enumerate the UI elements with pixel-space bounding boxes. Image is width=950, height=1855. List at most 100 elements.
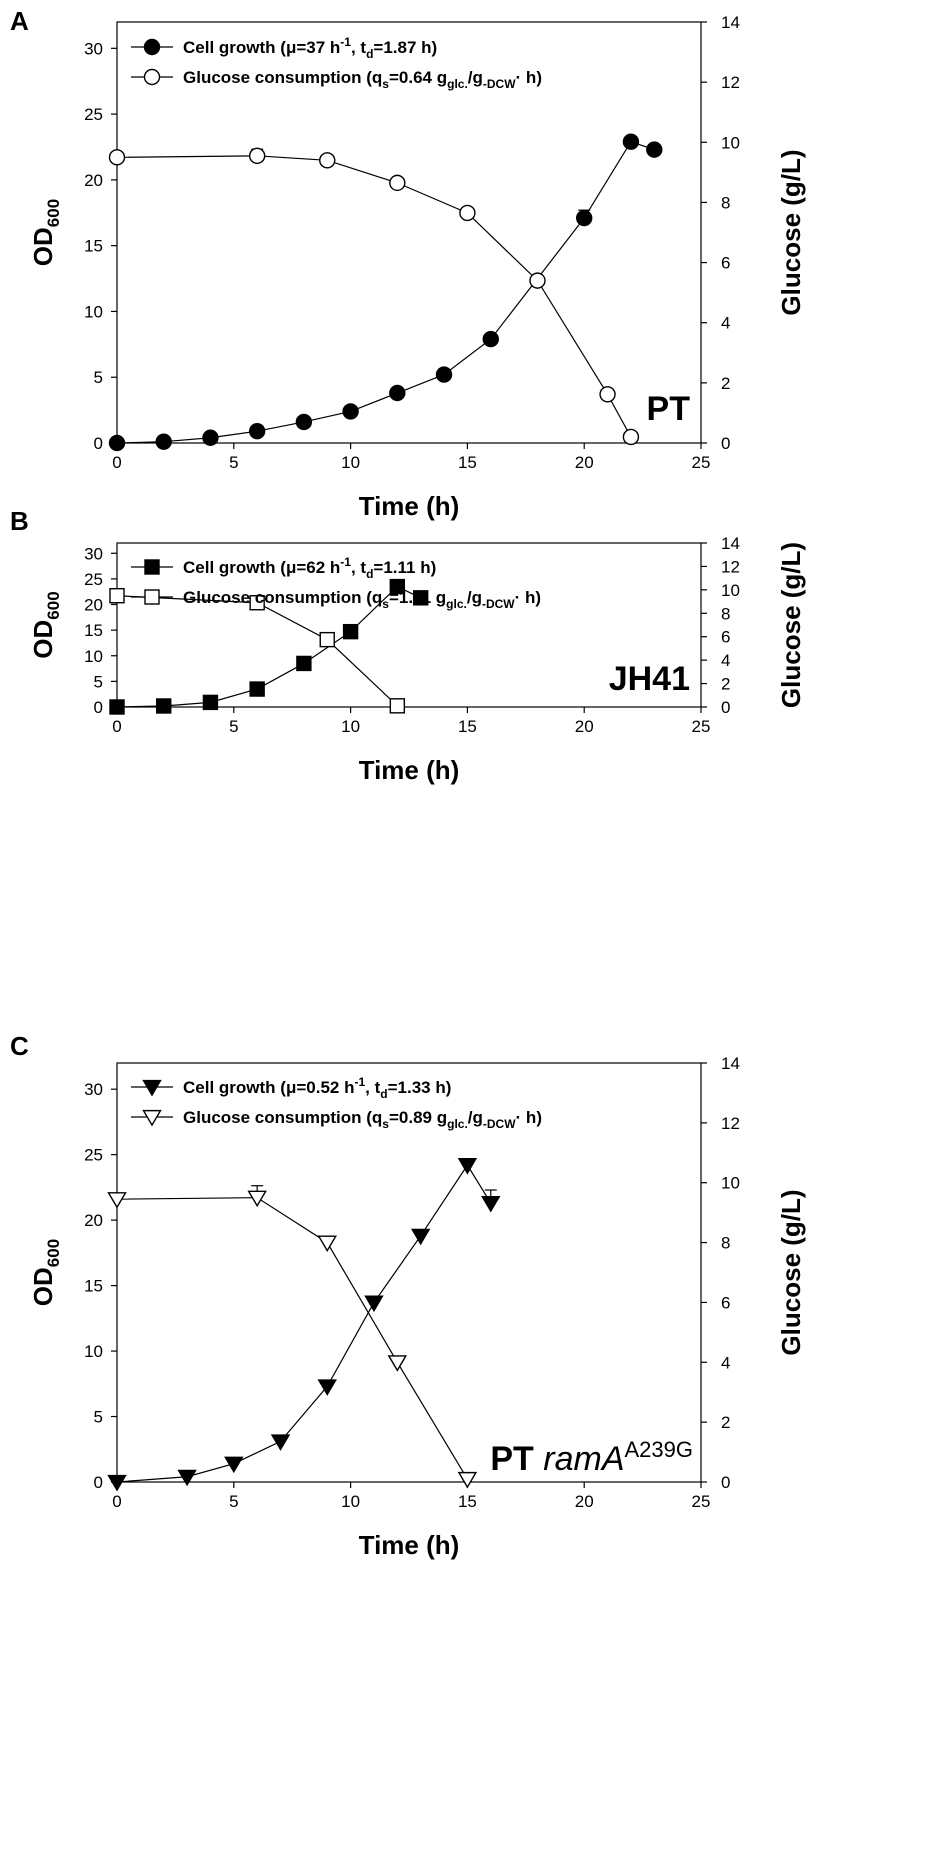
data-point: [387, 1355, 408, 1372]
data-point: [622, 428, 640, 446]
legend-subscript: glc.: [446, 597, 467, 611]
legend-text-part: =1.87 h): [373, 38, 437, 57]
legend-text-part: /g: [468, 68, 483, 87]
y2-tick-label: 8: [721, 604, 730, 623]
series-line: [116, 585, 421, 708]
series-line: [116, 1164, 492, 1483]
data-point: [319, 631, 335, 648]
y-tick-label: 30: [84, 39, 103, 58]
y2-axis-title: Glucose (g/L): [776, 542, 806, 708]
data-point: [107, 1474, 127, 1492]
y-axis-title-subscript: 600: [44, 1239, 63, 1267]
legend-subscript: glc.: [447, 77, 468, 91]
y2-tick-label: 0: [721, 1473, 730, 1492]
plot-frame: [116, 542, 702, 708]
data-point: [249, 681, 265, 697]
y-axis-title: OD600: [28, 199, 63, 266]
y-tick-label: 20: [84, 171, 103, 190]
x-tick-label: 10: [341, 453, 360, 472]
data-point: [364, 1295, 384, 1313]
x-tick-label: 0: [112, 453, 121, 472]
data-point: [389, 698, 406, 714]
y2-tick-label: 4: [721, 1353, 730, 1372]
strain-label-main: PT: [490, 1440, 543, 1478]
data-point: [389, 384, 406, 402]
series-cell-growth: [108, 133, 663, 452]
y-axis-title-main: OD: [28, 620, 58, 659]
legend-marker: [143, 38, 161, 56]
y2-tick-label: 0: [721, 434, 730, 453]
strain-label-main: PT: [647, 390, 691, 428]
legend-entry: Glucose consumption (qs=0.64 gglc./g-DCW…: [183, 68, 542, 91]
y-tick-label: 25: [84, 105, 103, 124]
legend-text-part: Glucose consumption (q: [183, 588, 382, 607]
data-point: [202, 429, 219, 446]
legend-text-part: =1.11 g: [389, 588, 446, 607]
y2-tick-label: 6: [721, 628, 730, 647]
y2-axis-title: Glucose (g/L): [776, 1189, 806, 1355]
y-axis-title-main: OD: [28, 1267, 58, 1306]
chart-panel-c: C 0 5 10 15 20 25 0 5 10 15 20 25 30 0 2 4 6 8 10 12 14 Time (…: [10, 1031, 806, 1560]
chart-panel-b: B 0 5 10 15 20 25 0 5 10 15 20 25 30 0 2 4 6 8 10 12 14 Time (…: [10, 506, 806, 785]
data-point: [224, 1456, 244, 1474]
data-point: [599, 386, 616, 403]
data-point: [109, 699, 125, 715]
data-point: [109, 588, 125, 604]
x-tick-label: 10: [341, 717, 360, 736]
x-tick-label: 15: [458, 717, 477, 736]
series-glucose-consumption: [107, 1185, 478, 1489]
y-tick-label: 0: [94, 1473, 103, 1492]
y-tick-label: 15: [84, 1277, 103, 1296]
series-line: [116, 595, 398, 707]
y-axis-title: OD600: [28, 591, 63, 658]
data-point: [177, 1469, 197, 1487]
y2-tick-label: 12: [721, 557, 740, 576]
y2-axis-title: Glucose (g/L): [776, 149, 806, 315]
y2-tick-label: 2: [721, 374, 730, 393]
data-point: [389, 174, 406, 192]
legend-text-part: Cell growth (μ=37 h: [183, 38, 340, 57]
data-point: [248, 422, 266, 440]
y-tick-label: 15: [84, 621, 103, 640]
data-point: [622, 133, 640, 150]
y2-tick-label: 12: [721, 1114, 740, 1133]
x-tick-label: 20: [575, 453, 594, 472]
legend-marker: [144, 559, 160, 575]
y2-tick-label: 10: [721, 581, 740, 600]
y-tick-label: 25: [84, 570, 103, 589]
data-point: [155, 433, 172, 450]
x-tick-label: 0: [112, 1492, 121, 1511]
legend-subscript: -DCW: [483, 77, 516, 91]
legend-text-part: , t: [351, 558, 366, 577]
legend-text-part: Cell growth (μ=62 h: [183, 558, 340, 577]
y-tick-label: 0: [94, 698, 103, 717]
strain-label-main: JH41: [609, 660, 690, 698]
legend-subscript: s: [382, 597, 389, 611]
legend-text-part: · h): [516, 68, 542, 87]
data-point: [435, 366, 453, 383]
legend-subscript: -DCW: [483, 1117, 516, 1131]
legend-text-part: · h): [515, 588, 541, 607]
data-point: [270, 1434, 291, 1451]
x-tick-label: 25: [692, 1492, 711, 1511]
series-cell-growth: [109, 578, 429, 715]
data-point: [317, 1379, 337, 1396]
y2-tick-label: 4: [721, 651, 730, 670]
series-glucose-consumption: [108, 147, 640, 446]
series-line: [116, 155, 632, 438]
x-tick-label: 20: [575, 717, 594, 736]
panel-letter: B: [10, 506, 29, 536]
data-point: [481, 1196, 501, 1213]
legend-entry: Cell growth (μ=0.52 h-1, td=1.33 h): [183, 1075, 451, 1101]
legend-text-part: Glucose consumption (q: [183, 68, 382, 87]
data-point: [646, 141, 663, 158]
data-point: [107, 1192, 127, 1209]
y2-tick-label: 0: [721, 698, 730, 717]
x-tick-label: 5: [229, 717, 238, 736]
legend-entry: Cell growth (μ=62 h-1, td=1.11 h): [183, 555, 436, 581]
legend-text-part: , t: [351, 38, 366, 57]
y-tick-label: 10: [84, 647, 103, 666]
data-point: [249, 595, 265, 611]
legend-text-part: =1.33 h): [388, 1078, 452, 1097]
